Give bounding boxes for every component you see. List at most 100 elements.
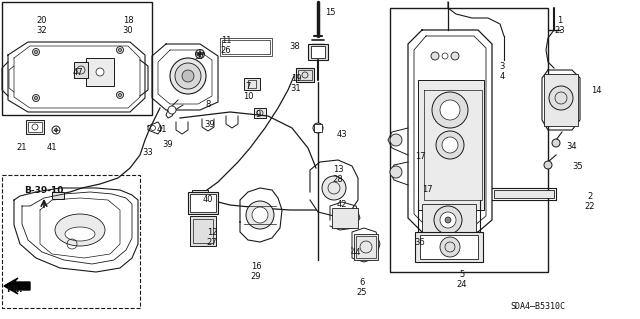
Text: 16
29: 16 29 [251, 262, 261, 281]
Bar [415, 232, 483, 262]
Circle shape [35, 97, 38, 100]
Text: 2
22: 2 22 [585, 192, 595, 211]
Circle shape [96, 68, 104, 76]
Circle shape [544, 161, 552, 169]
Bar [314, 124, 322, 132]
Circle shape [54, 129, 58, 131]
Text: SDA4–B5310C: SDA4–B5310C [511, 302, 566, 311]
Text: 13
28: 13 28 [333, 165, 343, 184]
Bar [222, 40, 270, 54]
Bar [254, 108, 266, 118]
Bar [296, 68, 314, 82]
Bar [244, 78, 260, 90]
Circle shape [195, 49, 205, 58]
Bar [26, 120, 44, 134]
Circle shape [170, 58, 206, 94]
Text: 33: 33 [143, 148, 154, 157]
Ellipse shape [65, 227, 95, 241]
Bar [2, 175, 140, 308]
Text: FR.: FR. [6, 285, 22, 294]
Circle shape [390, 166, 402, 178]
Bar [248, 80, 256, 88]
Text: 44: 44 [351, 248, 361, 257]
Bar [544, 74, 578, 126]
Text: 17: 17 [415, 152, 426, 161]
Circle shape [431, 52, 439, 60]
Bar [86, 58, 114, 86]
Text: 8: 8 [205, 100, 211, 109]
Text: 17: 17 [422, 185, 432, 194]
Text: 6
25: 6 25 [356, 278, 367, 297]
Text: 3
4: 3 4 [499, 62, 505, 81]
Text: 36: 36 [415, 238, 426, 247]
Bar [390, 8, 548, 272]
Bar [311, 46, 325, 58]
Text: 1
23: 1 23 [555, 16, 565, 35]
Circle shape [440, 100, 460, 120]
Bar [188, 192, 218, 214]
Text: 37: 37 [195, 52, 205, 61]
Circle shape [168, 106, 176, 114]
Text: 43: 43 [337, 130, 348, 139]
Ellipse shape [90, 64, 110, 80]
Bar [308, 44, 328, 60]
Bar [74, 62, 88, 78]
Bar [298, 70, 312, 80]
Text: 12
27: 12 27 [207, 228, 218, 247]
Bar [418, 80, 484, 210]
Ellipse shape [95, 68, 105, 77]
Bar [420, 235, 478, 259]
Circle shape [33, 94, 40, 101]
Text: 47: 47 [73, 68, 83, 77]
Bar [422, 204, 476, 236]
Bar [356, 236, 376, 258]
Circle shape [322, 176, 346, 200]
Text: 41: 41 [47, 143, 57, 152]
Circle shape [252, 207, 268, 223]
Circle shape [434, 206, 462, 234]
Polygon shape [4, 278, 30, 294]
Text: 38: 38 [290, 42, 300, 51]
Text: 35: 35 [573, 162, 583, 171]
Circle shape [432, 92, 468, 128]
Circle shape [440, 212, 456, 228]
Bar [28, 122, 42, 132]
Circle shape [35, 50, 38, 54]
Text: 21: 21 [17, 143, 28, 152]
Bar [190, 194, 216, 212]
Circle shape [33, 48, 40, 56]
Circle shape [451, 52, 459, 60]
Text: 19
31: 19 31 [291, 74, 301, 93]
Circle shape [116, 47, 124, 54]
Text: 5
24: 5 24 [457, 270, 467, 289]
Bar [190, 216, 216, 246]
Text: 20
32: 20 32 [36, 16, 47, 35]
Circle shape [116, 92, 124, 99]
Bar [192, 190, 208, 200]
Text: 41: 41 [157, 125, 167, 134]
Bar [2, 2, 152, 115]
Circle shape [445, 217, 451, 223]
Circle shape [182, 70, 194, 82]
Text: 9: 9 [255, 110, 260, 119]
Text: B-39-10: B-39-10 [24, 186, 64, 195]
Circle shape [313, 123, 323, 133]
Ellipse shape [86, 61, 114, 83]
Circle shape [390, 134, 402, 146]
Bar [194, 192, 206, 198]
Circle shape [549, 86, 573, 110]
Bar [332, 208, 358, 228]
Ellipse shape [55, 214, 105, 246]
Bar [52, 192, 64, 199]
Text: 15: 15 [324, 8, 335, 17]
Circle shape [246, 201, 274, 229]
Text: 18
30: 18 30 [123, 16, 133, 35]
Circle shape [118, 48, 122, 51]
Circle shape [175, 63, 201, 89]
Text: 42: 42 [337, 200, 348, 209]
Circle shape [440, 237, 460, 257]
Text: 7
10: 7 10 [243, 82, 253, 101]
Circle shape [436, 131, 464, 159]
Text: 40: 40 [203, 195, 213, 204]
Circle shape [552, 139, 560, 147]
